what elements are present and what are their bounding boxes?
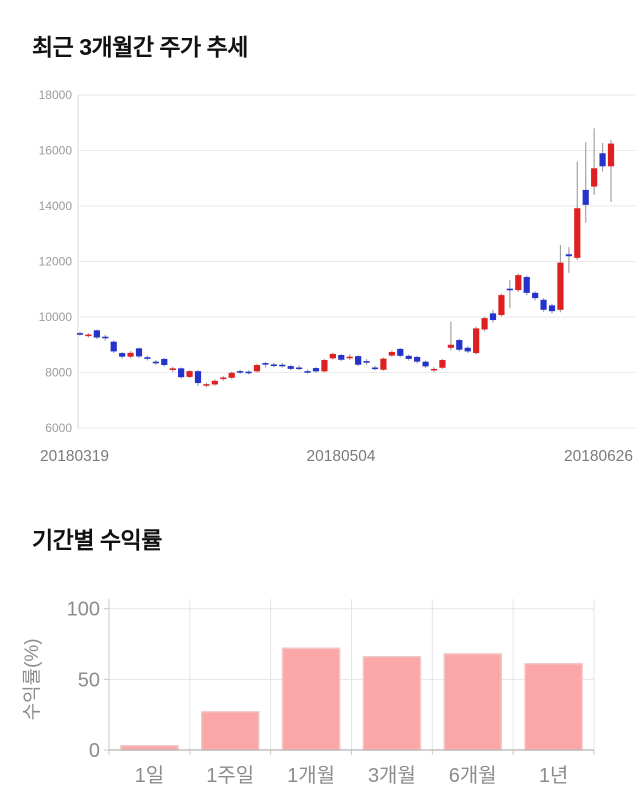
candle [414, 355, 421, 364]
candle [220, 376, 227, 381]
svg-text:18000: 18000 [39, 88, 73, 102]
candle [262, 361, 269, 368]
candle [557, 245, 564, 313]
candle [296, 365, 303, 371]
candle [127, 351, 134, 359]
svg-text:3개월: 3개월 [368, 764, 416, 787]
candle [355, 355, 362, 367]
svg-text:20180319: 20180319 [40, 448, 109, 465]
candle [607, 139, 615, 202]
svg-text:16000: 16000 [39, 144, 73, 158]
candle [203, 382, 210, 388]
y-axis-label: 수익률(%) [21, 638, 43, 720]
candle [532, 291, 539, 301]
return-bar [443, 653, 502, 751]
return-bar [201, 711, 260, 751]
candle [211, 379, 218, 386]
candle [346, 354, 353, 361]
svg-text:6000: 6000 [45, 421, 72, 435]
candle [380, 357, 387, 371]
svg-text:14000: 14000 [39, 199, 73, 213]
candle [102, 334, 109, 341]
svg-text:20180626: 20180626 [564, 448, 633, 465]
candle [312, 367, 320, 373]
svg-text:10000: 10000 [39, 310, 73, 324]
candle [405, 354, 412, 361]
candle [430, 367, 438, 372]
candle [169, 366, 176, 372]
candle [144, 355, 151, 361]
candle [321, 358, 328, 373]
candle [363, 358, 370, 365]
candle [565, 247, 572, 273]
candle [110, 340, 117, 354]
candle [515, 273, 522, 293]
candle [447, 321, 454, 351]
svg-text:0: 0 [89, 740, 100, 762]
candle [245, 370, 252, 375]
candle [152, 360, 159, 366]
candle [279, 363, 286, 368]
candle [498, 293, 505, 317]
candle [161, 358, 168, 367]
candle [481, 316, 488, 332]
candle [548, 303, 556, 314]
svg-text:6개월: 6개월 [449, 764, 497, 787]
svg-text:1일: 1일 [135, 764, 165, 787]
candle [304, 369, 311, 374]
candle [135, 347, 143, 359]
svg-text:50: 50 [78, 669, 100, 691]
svg-text:1주일: 1주일 [206, 764, 254, 787]
return-bar [362, 655, 422, 751]
candle [253, 363, 261, 373]
candle [599, 143, 606, 172]
price-trend-title: 최근 3개월간 주가 추세 [32, 34, 248, 60]
candle [422, 360, 429, 369]
candle [228, 371, 235, 380]
candlestick-chart: 6000 8000 10000 12000 14000 16000 18000 2018031… [39, 88, 635, 465]
candle [523, 275, 530, 296]
return-bar [281, 647, 341, 751]
returns-title: 기간별 수익률 [32, 527, 162, 553]
candle [397, 348, 404, 358]
svg-text:20180504: 20180504 [307, 448, 376, 465]
candle [473, 326, 480, 355]
svg-text:100: 100 [67, 599, 100, 621]
return-bar [524, 663, 583, 751]
candle [93, 329, 100, 340]
candle [237, 369, 244, 374]
svg-text:1개월: 1개월 [287, 764, 335, 787]
candle [85, 333, 92, 338]
returns-bar-chart: 0 50 100 1일 1주일 1개월 3개월 6개월 1년 수익률(%) [21, 599, 595, 787]
svg-text:8000: 8000 [45, 366, 72, 380]
candle [456, 338, 463, 352]
candle [506, 280, 513, 309]
candle [591, 128, 598, 195]
candle [464, 346, 471, 354]
svg-text:12000: 12000 [39, 255, 73, 269]
candle [178, 367, 185, 379]
candle [119, 351, 126, 359]
candle [489, 309, 497, 323]
candle [540, 298, 547, 312]
candle [338, 353, 345, 362]
candle [388, 350, 395, 357]
candle [186, 370, 193, 379]
candle [574, 161, 581, 261]
candle [76, 331, 84, 336]
candle [582, 142, 589, 223]
candle [329, 352, 336, 360]
svg-text:1년: 1년 [539, 764, 569, 787]
candle [287, 365, 294, 371]
candle [270, 362, 277, 368]
candle [439, 358, 446, 370]
candle [371, 365, 379, 371]
candle [194, 370, 202, 387]
